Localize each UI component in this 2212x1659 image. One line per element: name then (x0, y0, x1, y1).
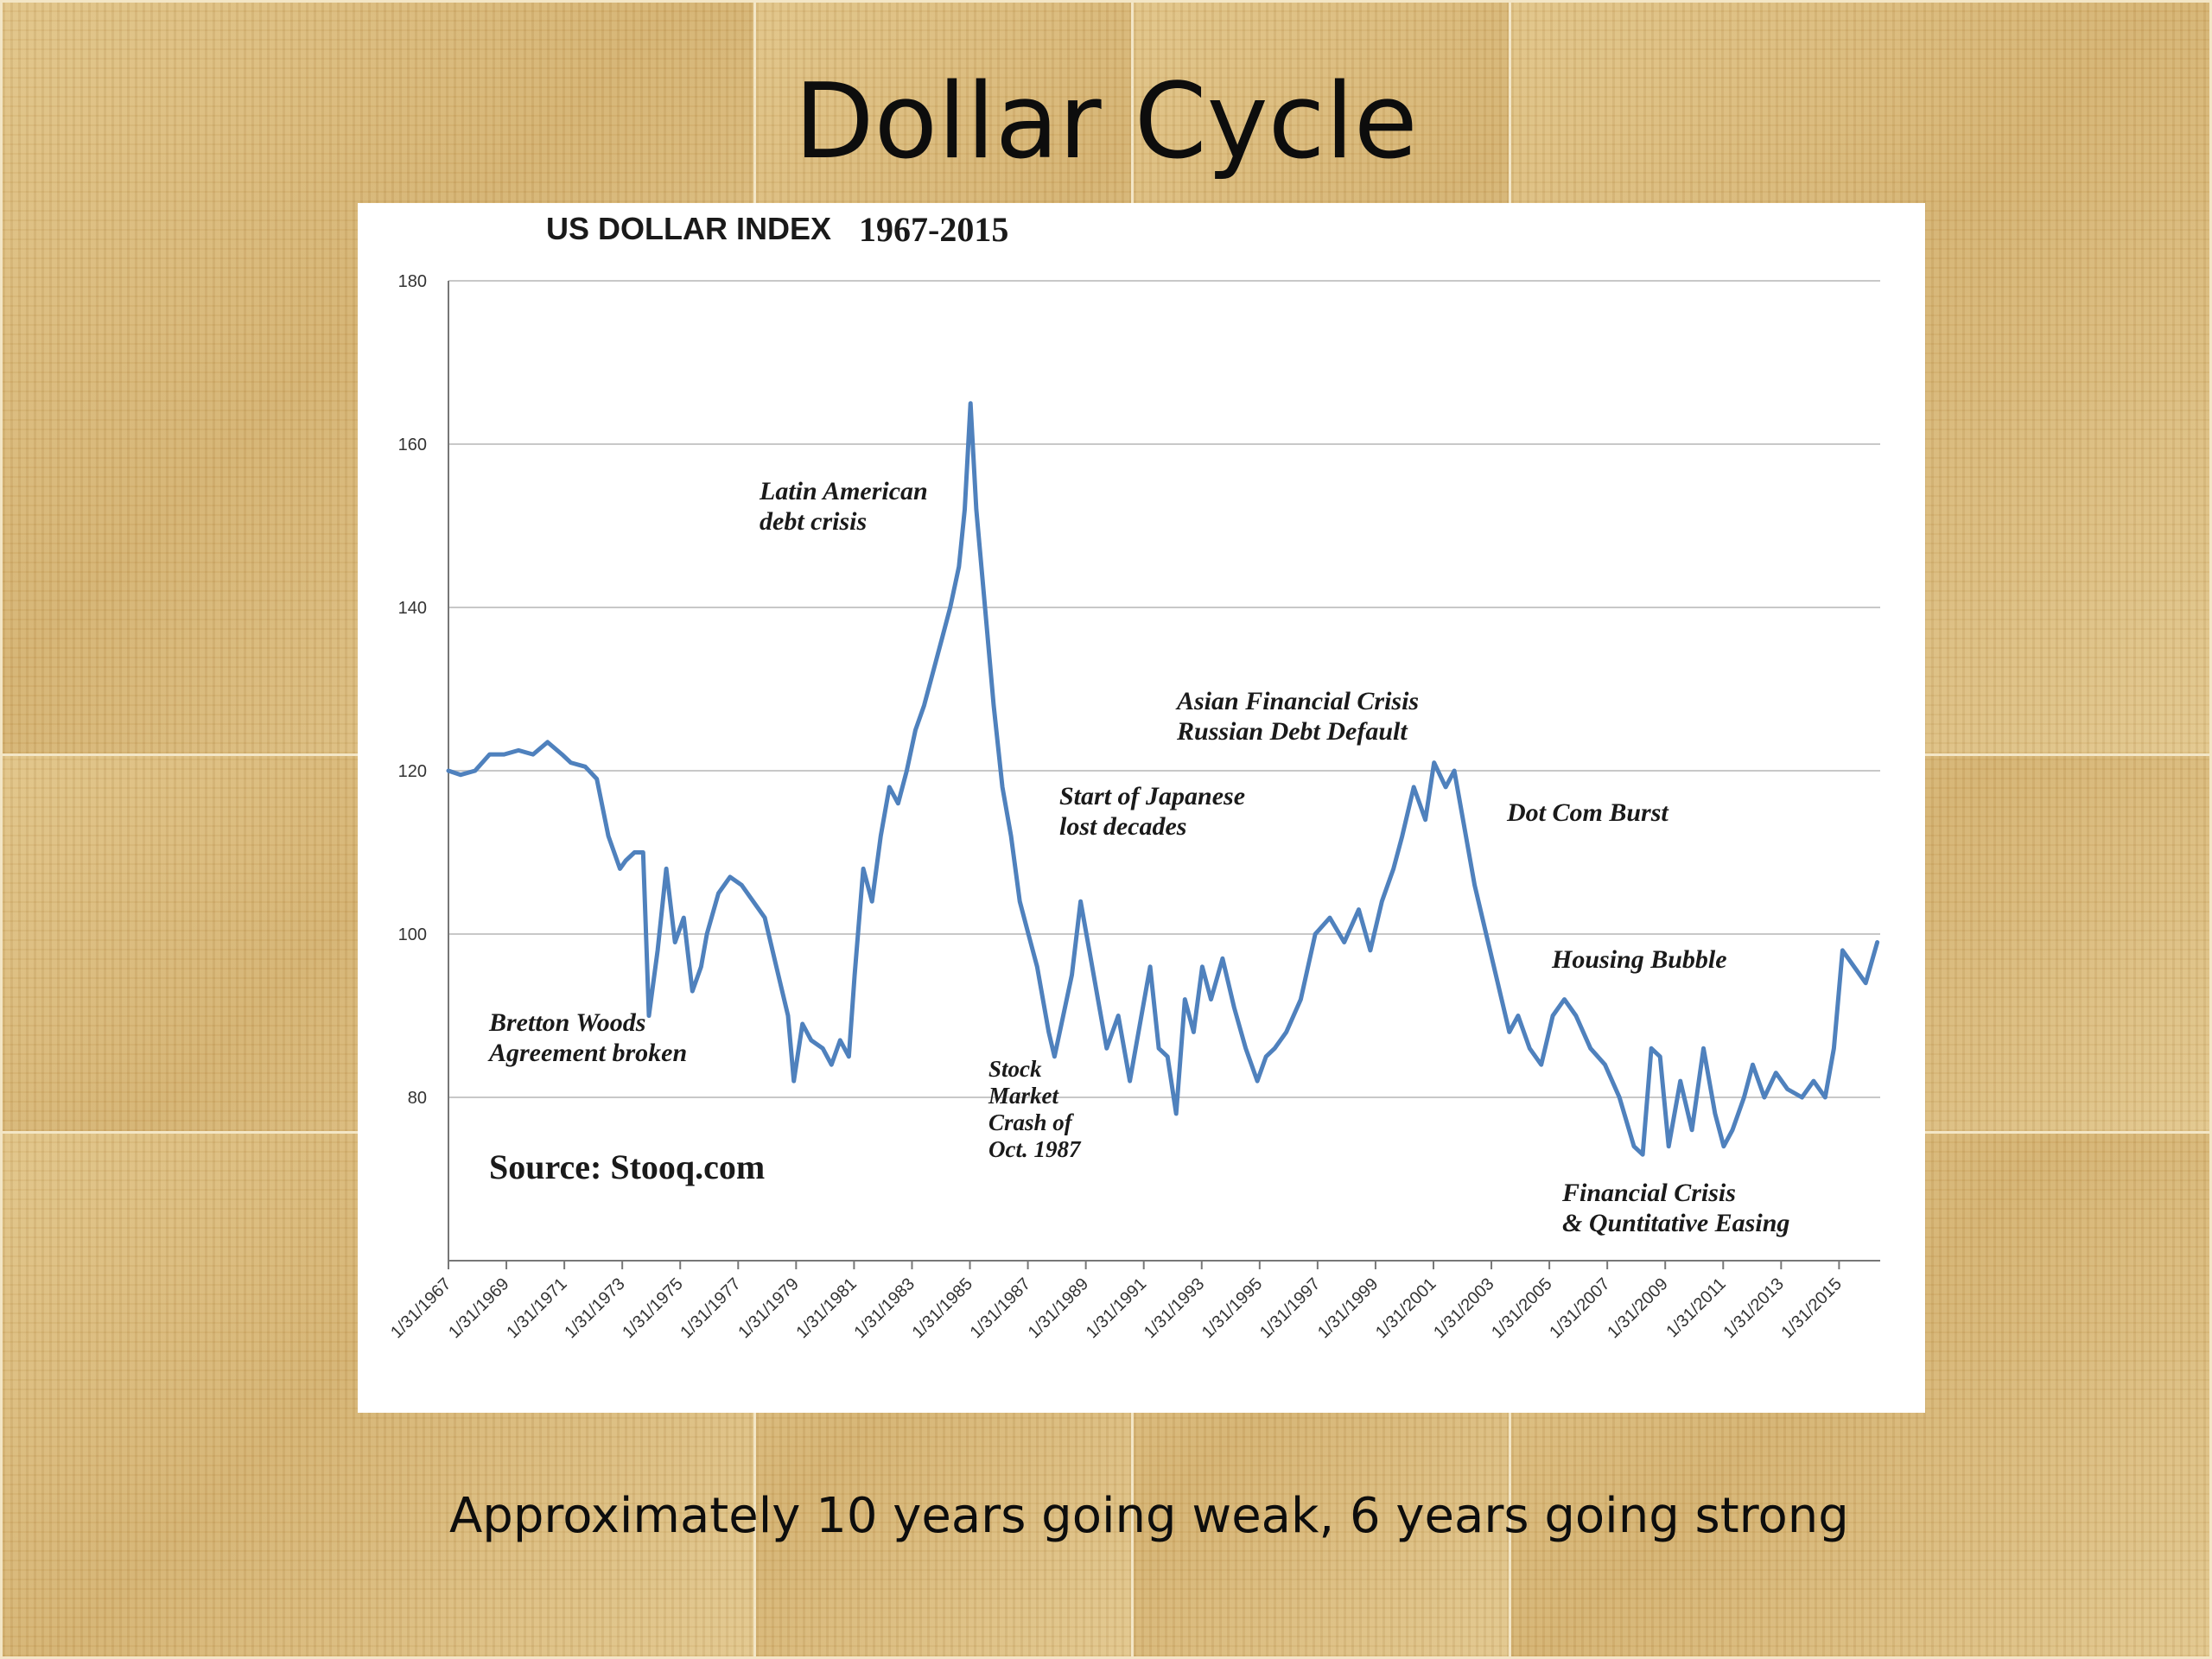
annotation-6: Dot Com Burst (1506, 798, 1669, 827)
y-tick-label: 80 (408, 1089, 427, 1108)
annotation-text: Bretton Woods (488, 1008, 645, 1037)
annotation-text: Agreement broken (487, 1039, 687, 1067)
annotation-text: debt crisis (760, 507, 867, 536)
x-tick-label: 1/31/1983 (851, 1274, 918, 1342)
y-tick-label: 120 (398, 762, 427, 781)
x-tick-label: 1/31/1993 (1141, 1274, 1208, 1342)
dollar-index-chart: 801001201401601801/31/19671/31/19691/31/… (387, 210, 1880, 1342)
grid-layer (448, 280, 1880, 1098)
annotation-text: Russian Debt Default (1176, 717, 1408, 746)
x-tick-label: 1/31/1977 (677, 1274, 744, 1342)
x-tick-label: 1/31/2001 (1372, 1274, 1440, 1342)
x-tick-label: 1/31/1979 (734, 1274, 802, 1342)
x-tick-label: 1/31/1985 (909, 1274, 976, 1342)
chart-title-years: 1967-2015 (859, 210, 1008, 249)
annotation-text: Housing Bubble (1551, 945, 1727, 974)
x-tick-label: 1/31/2003 (1430, 1274, 1497, 1342)
x-tick-label: 1/31/1969 (445, 1274, 512, 1342)
x-tick-label: 1/31/1989 (1025, 1274, 1092, 1342)
x-tick-label: 1/31/1971 (503, 1274, 570, 1342)
chart-card: 80 100 120 140 160 180 1/31/1967 1/31/1969 1/31/… (358, 203, 1925, 1413)
x-tick-label: 1/31/1981 (792, 1274, 860, 1342)
x-tick-label: 1/31/2015 (1777, 1274, 1845, 1342)
annotation-text: Start of Japanese (1059, 782, 1245, 810)
slide-title: Dollar Cycle (794, 62, 1418, 182)
annotation-text: Market (988, 1083, 1059, 1109)
series-line-dollar-index (446, 401, 1880, 1157)
slide-caption: Approximately 10 years going weak, 6 yea… (449, 1488, 1849, 1544)
x-tick-label: 1/31/2013 (1719, 1274, 1787, 1342)
y-tick-label: 100 (398, 925, 427, 944)
x-tick-label: 1/31/1995 (1198, 1274, 1266, 1342)
annotation-text: Financial Crisis (1561, 1179, 1736, 1207)
x-tick-label: 1/31/1973 (561, 1274, 628, 1342)
annotation-8: Financial Crisis& Quntitative Easing (1561, 1179, 1789, 1237)
y-tick-label: 140 (398, 599, 427, 618)
annotation-text: Latin American (759, 477, 928, 505)
x-tick-label: 1/31/1997 (1256, 1274, 1324, 1342)
x-tick-label: 1/31/2009 (1604, 1274, 1671, 1342)
x-tick-label: 1/31/1987 (967, 1274, 1034, 1342)
x-tick-label: 1/31/1975 (619, 1274, 686, 1342)
annotation-text: Crash of (988, 1109, 1075, 1135)
annotation-text: Oct. 1987 (988, 1136, 1082, 1162)
y-tick-label: 160 (398, 435, 427, 454)
x-tick-label: 1/31/2011 (1662, 1274, 1729, 1341)
annotation-text: lost decades (1059, 812, 1186, 841)
x-tick-label: 1/31/1991 (1083, 1274, 1150, 1342)
x-tick-label: 1/31/2005 (1488, 1274, 1555, 1342)
y-tick-label: 180 (398, 272, 427, 291)
series-layer (446, 401, 1880, 1157)
annotation-text: & Quntitative Easing (1562, 1209, 1789, 1237)
chart-title: US DOLLAR INDEX (546, 211, 831, 246)
annotation-text: Asian Financial Crisis (1175, 687, 1419, 715)
x-tick-label: 1/31/1999 (1314, 1274, 1382, 1342)
annotation-text: Stock (988, 1056, 1042, 1082)
x-tick-label: 1/31/1967 (387, 1274, 454, 1342)
annotation-7: Housing Bubble (1551, 945, 1727, 974)
x-tick-label: 1/31/2007 (1546, 1274, 1613, 1342)
annotation-text: Dot Com Burst (1506, 798, 1669, 827)
source-label: Source: Stooq.com (489, 1147, 765, 1186)
